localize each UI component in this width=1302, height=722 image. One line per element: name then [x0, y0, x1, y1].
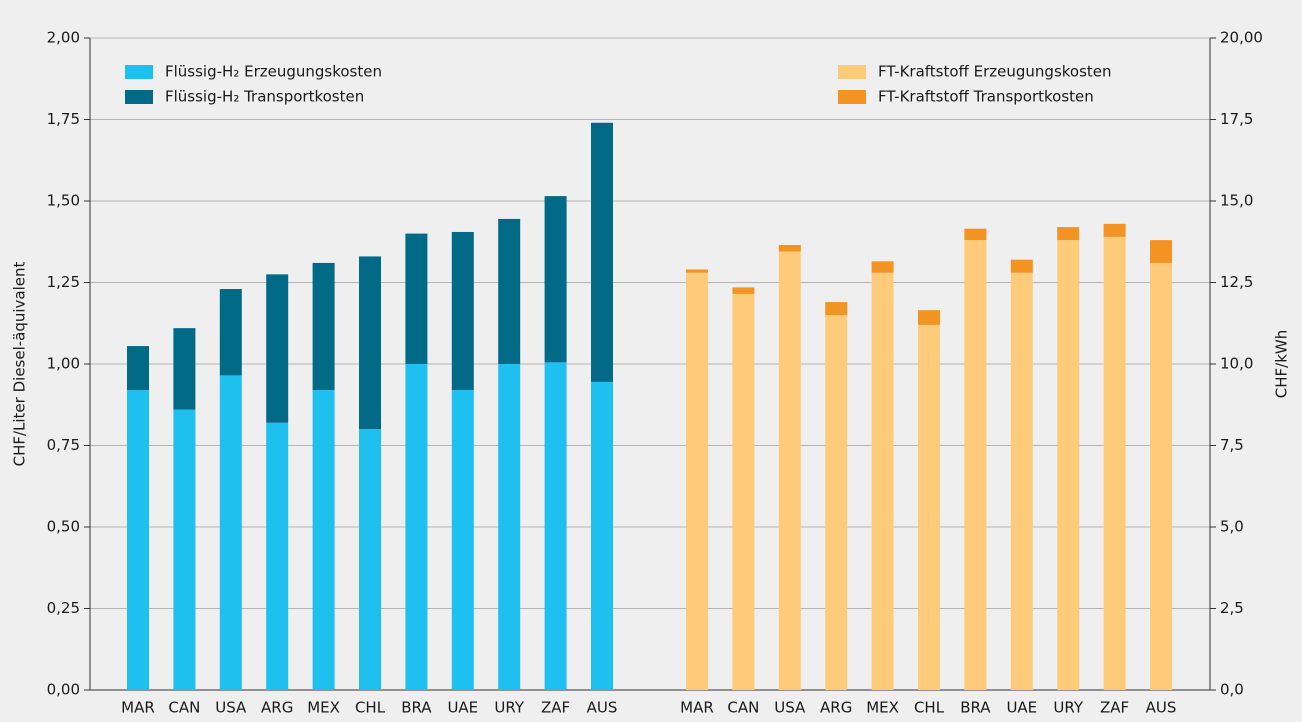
x-tick-label: AUS: [587, 699, 618, 717]
x-tick-label: UAE: [1006, 699, 1037, 717]
bar-segment: [498, 218, 521, 364]
bar-segment: [732, 287, 755, 294]
x-tick-label: MEX: [866, 699, 899, 717]
y-tick-label: 1,50: [47, 192, 80, 210]
y2-tick-label: 7,5: [1220, 436, 1244, 454]
bar-segment: [686, 269, 708, 273]
bar-segment: [1057, 240, 1080, 690]
legend-label: FT-Kraftstoff Transportkosten: [878, 88, 1094, 106]
bar-segment: [544, 362, 567, 690]
x-tick-label: CAN: [727, 699, 759, 717]
bar-segment: [498, 364, 521, 690]
x-tick-label: CAN: [168, 699, 200, 717]
y2-tick-label: 15,0: [1220, 192, 1253, 210]
y2-tick-label: 0,0: [1220, 681, 1244, 699]
bar-segment: [918, 324, 940, 690]
bar-segment: [964, 228, 987, 241]
bar-segment: [825, 302, 848, 316]
bar-segment: [1150, 262, 1172, 690]
x-tick-label: ARG: [261, 699, 293, 717]
y-tick-label: 0,50: [47, 518, 80, 536]
bar-segment: [451, 231, 474, 391]
x-tick-label: UAE: [447, 699, 478, 717]
bar-segment: [127, 346, 149, 391]
bar-segment: [266, 274, 289, 423]
bar-segment: [405, 233, 428, 364]
bar-segment: [825, 315, 848, 690]
x-tick-label: BRA: [401, 699, 432, 717]
bar-segment: [1150, 240, 1172, 263]
bar-segment: [405, 364, 428, 690]
x-tick-label: MEX: [307, 699, 340, 717]
y2-tick-label: 5,0: [1220, 518, 1244, 536]
bar-segment: [1010, 259, 1033, 273]
x-tick-label: USA: [215, 699, 247, 717]
legend-label: Flüssig-H₂ Transportkosten: [165, 88, 364, 106]
y-tick-label: 0,75: [47, 436, 80, 454]
y2-axis-label: CHF/kWh: [1273, 330, 1291, 398]
y-tick-label: 0,25: [47, 599, 80, 617]
bar-segment: [173, 328, 196, 410]
bar-segment: [451, 390, 474, 690]
y2-tick-label: 17,5: [1220, 110, 1253, 128]
x-tick-label: CHL: [355, 699, 386, 717]
x-tick-label: ARG: [820, 699, 852, 717]
bar-segment: [964, 240, 987, 690]
legend-label: FT-Kraftstoff Erzeugungskosten: [878, 63, 1112, 81]
legend-swatch: [838, 65, 866, 79]
bar-segment: [871, 272, 894, 690]
legend-swatch: [838, 90, 866, 104]
bar-segment: [871, 261, 894, 273]
bar-segment: [1103, 223, 1126, 237]
bar-segment: [219, 289, 242, 376]
bar-segment: [127, 390, 149, 690]
y-tick-label: 1,75: [47, 110, 80, 128]
bar-segment: [918, 310, 940, 325]
bar-segment: [219, 375, 242, 690]
legend-label: Flüssig-H₂ Erzeugungskosten: [165, 63, 382, 81]
bar-segment: [1103, 236, 1126, 691]
bar-segment: [312, 390, 335, 690]
bar-segment: [686, 272, 708, 690]
x-tick-label: BRA: [960, 699, 991, 717]
x-tick-label: URY: [1053, 699, 1083, 717]
x-tick-label: USA: [774, 699, 806, 717]
x-tick-label: MAR: [121, 699, 155, 717]
bar-segment: [778, 251, 801, 690]
bar-segment: [312, 262, 335, 391]
y2-tick-label: 10,0: [1220, 355, 1253, 373]
bar-segment: [359, 429, 381, 690]
x-tick-label: ZAF: [1100, 699, 1129, 717]
bar-segment: [591, 381, 613, 690]
bar-segment: [544, 196, 567, 363]
bar-segment: [1057, 227, 1080, 241]
y-tick-label: 0,00: [47, 681, 80, 699]
y-axis-label: CHF/Liter Diesel-äquivalent: [11, 261, 29, 466]
bar-segment: [732, 293, 755, 690]
x-tick-label: CHL: [914, 699, 945, 717]
y2-tick-label: 12,5: [1220, 273, 1253, 291]
y2-tick-label: 2,5: [1220, 599, 1244, 617]
bar-segment: [173, 409, 196, 690]
bar-segment: [591, 122, 613, 382]
y-tick-label: 1,25: [47, 273, 80, 291]
bar-segment: [266, 422, 289, 690]
bar-segment: [778, 245, 801, 252]
x-tick-label: MAR: [680, 699, 714, 717]
y2-tick-label: 20,00: [1220, 29, 1263, 47]
legend-swatch: [125, 90, 153, 104]
y-tick-label: 2,00: [47, 29, 80, 47]
bar-segment: [1010, 272, 1033, 690]
x-tick-label: URY: [494, 699, 524, 717]
legend-swatch: [125, 65, 153, 79]
y-tick-label: 1,00: [47, 355, 80, 373]
x-tick-label: ZAF: [541, 699, 570, 717]
bar-segment: [359, 256, 381, 430]
x-tick-label: AUS: [1146, 699, 1177, 717]
